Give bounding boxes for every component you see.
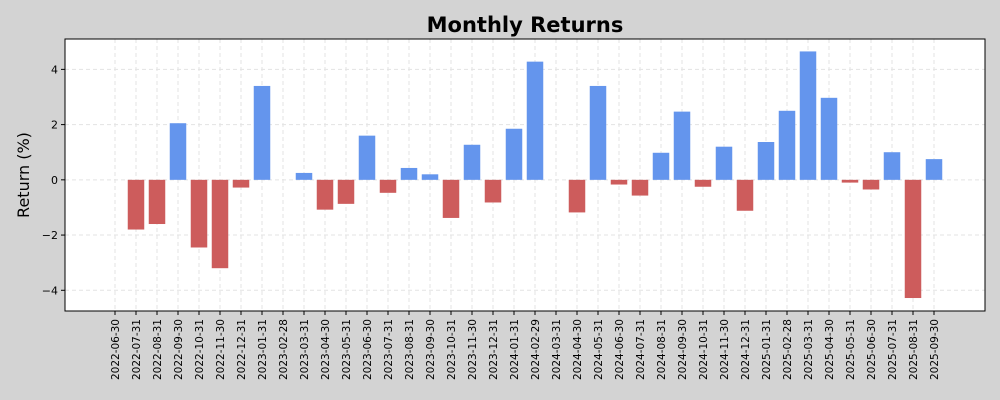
- y-tick-label: 2: [51, 119, 58, 132]
- bar-2022-08-31: [148, 179, 166, 225]
- bar-2024-02-29: [526, 61, 544, 180]
- bar-2023-07-31: [379, 179, 397, 193]
- x-tick-label: 2022-12-31: [236, 319, 248, 380]
- y-axis-label: Return (%): [14, 132, 33, 218]
- x-tick-label: 2023-11-30: [467, 319, 479, 380]
- x-tick-label: 2023-04-30: [320, 319, 332, 380]
- bar-2025-09-30: [925, 159, 943, 180]
- x-tick-label: 2025-07-31: [887, 319, 899, 380]
- x-tick-label: 2024-11-30: [719, 319, 731, 380]
- x-tick-label: 2024-05-31: [593, 319, 605, 380]
- x-tick-label: 2023-07-31: [383, 319, 395, 380]
- x-tick-label: 2024-03-31: [551, 319, 563, 380]
- bar-2025-01-31: [757, 142, 775, 180]
- bar-2023-11-30: [463, 144, 481, 180]
- bar-2023-08-31: [400, 167, 418, 180]
- x-axis-ticks: 2022-06-30 2022-07-31 2022-08-31 2022-09-30…: [110, 311, 941, 380]
- bar-2025-06-30: [862, 179, 880, 190]
- bar-2025-03-31: [799, 51, 817, 180]
- x-tick-label: 2022-07-31: [131, 319, 143, 380]
- bar-2023-03-31: [295, 172, 313, 180]
- bar-2025-05-31: [841, 179, 859, 183]
- bar-2022-12-31: [232, 179, 250, 188]
- bar-2023-12-31: [484, 179, 502, 203]
- x-tick-label: 2024-08-31: [656, 319, 668, 380]
- x-tick-label: 2024-01-31: [509, 319, 521, 380]
- bar-2023-10-31: [442, 179, 460, 218]
- x-tick-label: 2025-08-31: [908, 319, 920, 380]
- bar-2023-01-31: [253, 85, 271, 180]
- bar-2025-02-28: [778, 110, 796, 180]
- x-tick-label: 2024-09-30: [677, 319, 689, 380]
- bar-2022-10-31: [190, 179, 208, 248]
- x-tick-label: 2023-12-31: [488, 319, 500, 380]
- plot-area: [65, 39, 985, 311]
- bar-2024-09-30: [673, 111, 691, 180]
- x-tick-label: 2025-02-28: [782, 319, 794, 380]
- y-tick-label: −4: [42, 284, 58, 297]
- x-tick-label: 2023-08-31: [404, 319, 416, 380]
- bar-2023-06-30: [358, 135, 376, 180]
- bars: [127, 51, 943, 299]
- x-tick-label: 2024-06-30: [614, 319, 626, 380]
- bar-2022-11-30: [211, 179, 229, 269]
- x-tick-label: 2024-10-31: [698, 319, 710, 380]
- y-tick-label: 0: [51, 174, 58, 187]
- bar-2025-04-30: [820, 97, 838, 180]
- x-tick-label: 2024-02-29: [530, 319, 542, 380]
- y-tick-label: 4: [51, 63, 58, 76]
- x-tick-label: 2025-09-30: [929, 319, 941, 380]
- bar-2025-07-31: [883, 152, 901, 180]
- chart-title: Monthly Returns: [427, 13, 624, 37]
- bar-2025-08-31: [904, 179, 922, 299]
- x-tick-label: 2023-05-31: [341, 319, 353, 380]
- x-tick-label: 2025-05-31: [845, 319, 857, 380]
- x-tick-label: 2025-03-31: [803, 319, 815, 380]
- x-tick-label: 2023-02-28: [278, 319, 290, 380]
- y-tick-label: −2: [42, 229, 58, 242]
- bar-2024-08-31: [652, 152, 670, 180]
- bar-2024-12-31: [736, 179, 754, 211]
- bar-2023-04-30: [316, 179, 334, 210]
- x-tick-label: 2023-09-30: [425, 319, 437, 380]
- bar-2024-05-31: [589, 85, 607, 180]
- y-axis-ticks: −4 −2 0 2 4: [42, 63, 65, 297]
- x-tick-label: 2022-09-30: [173, 319, 185, 380]
- bar-2024-07-31: [631, 179, 649, 196]
- x-tick-label: 2023-06-30: [362, 319, 374, 380]
- x-tick-label: 2022-08-31: [152, 319, 164, 380]
- x-tick-label: 2025-01-31: [761, 319, 773, 380]
- plot-frame: [64, 38, 986, 312]
- x-tick-label: 2025-04-30: [824, 319, 836, 380]
- x-tick-label: 2022-11-30: [215, 319, 227, 380]
- x-tick-label: 2024-04-30: [572, 319, 584, 380]
- x-tick-label: 2025-06-30: [866, 319, 878, 380]
- bar-2023-09-30: [421, 174, 439, 180]
- bar-2024-06-30: [610, 179, 628, 185]
- bar-2024-01-31: [505, 128, 523, 180]
- bar-2024-11-30: [715, 146, 733, 180]
- bar-2024-04-30: [568, 179, 586, 213]
- x-tick-label: 2023-10-31: [446, 319, 458, 380]
- bar-2023-05-31: [337, 179, 355, 204]
- bar-2022-09-30: [169, 123, 187, 180]
- x-tick-label: 2024-07-31: [635, 319, 647, 380]
- bar-2024-10-31: [694, 179, 712, 187]
- x-tick-label: 2024-12-31: [740, 319, 752, 380]
- x-tick-label: 2022-06-30: [110, 319, 122, 380]
- x-tick-label: 2023-01-31: [257, 319, 269, 380]
- x-tick-label: 2023-03-31: [299, 319, 311, 380]
- x-tick-label: 2022-10-31: [194, 319, 206, 380]
- bar-2022-07-31: [127, 179, 145, 230]
